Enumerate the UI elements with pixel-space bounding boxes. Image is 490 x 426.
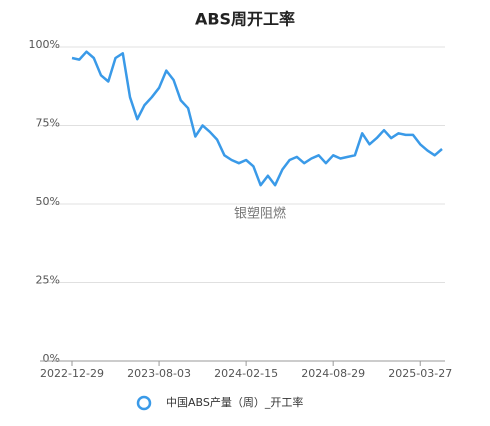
legend-label: 中国ABS产量（周）_开工率 — [166, 395, 303, 409]
y-tick-label: 100% — [29, 38, 60, 51]
y-tick-label: 0% — [43, 352, 60, 365]
y-tick-label: 50% — [36, 195, 60, 208]
x-tick-label: 2025-03-27 — [388, 367, 452, 380]
x-tick-label: 2024-02-15 — [214, 367, 278, 380]
y-tick-label: 25% — [36, 274, 60, 287]
x-tick-label: 2024-08-29 — [301, 367, 365, 380]
x-tick-label: 2023-08-03 — [127, 367, 191, 380]
line-series — [71, 50, 443, 187]
legend-marker — [136, 395, 152, 411]
y-tick-label: 75% — [36, 117, 60, 130]
x-tick-label: 2022-12-29 — [40, 367, 104, 380]
watermark: 银塑阻燃 — [234, 206, 286, 222]
chart-title: ABS周开工率 — [195, 10, 295, 29]
